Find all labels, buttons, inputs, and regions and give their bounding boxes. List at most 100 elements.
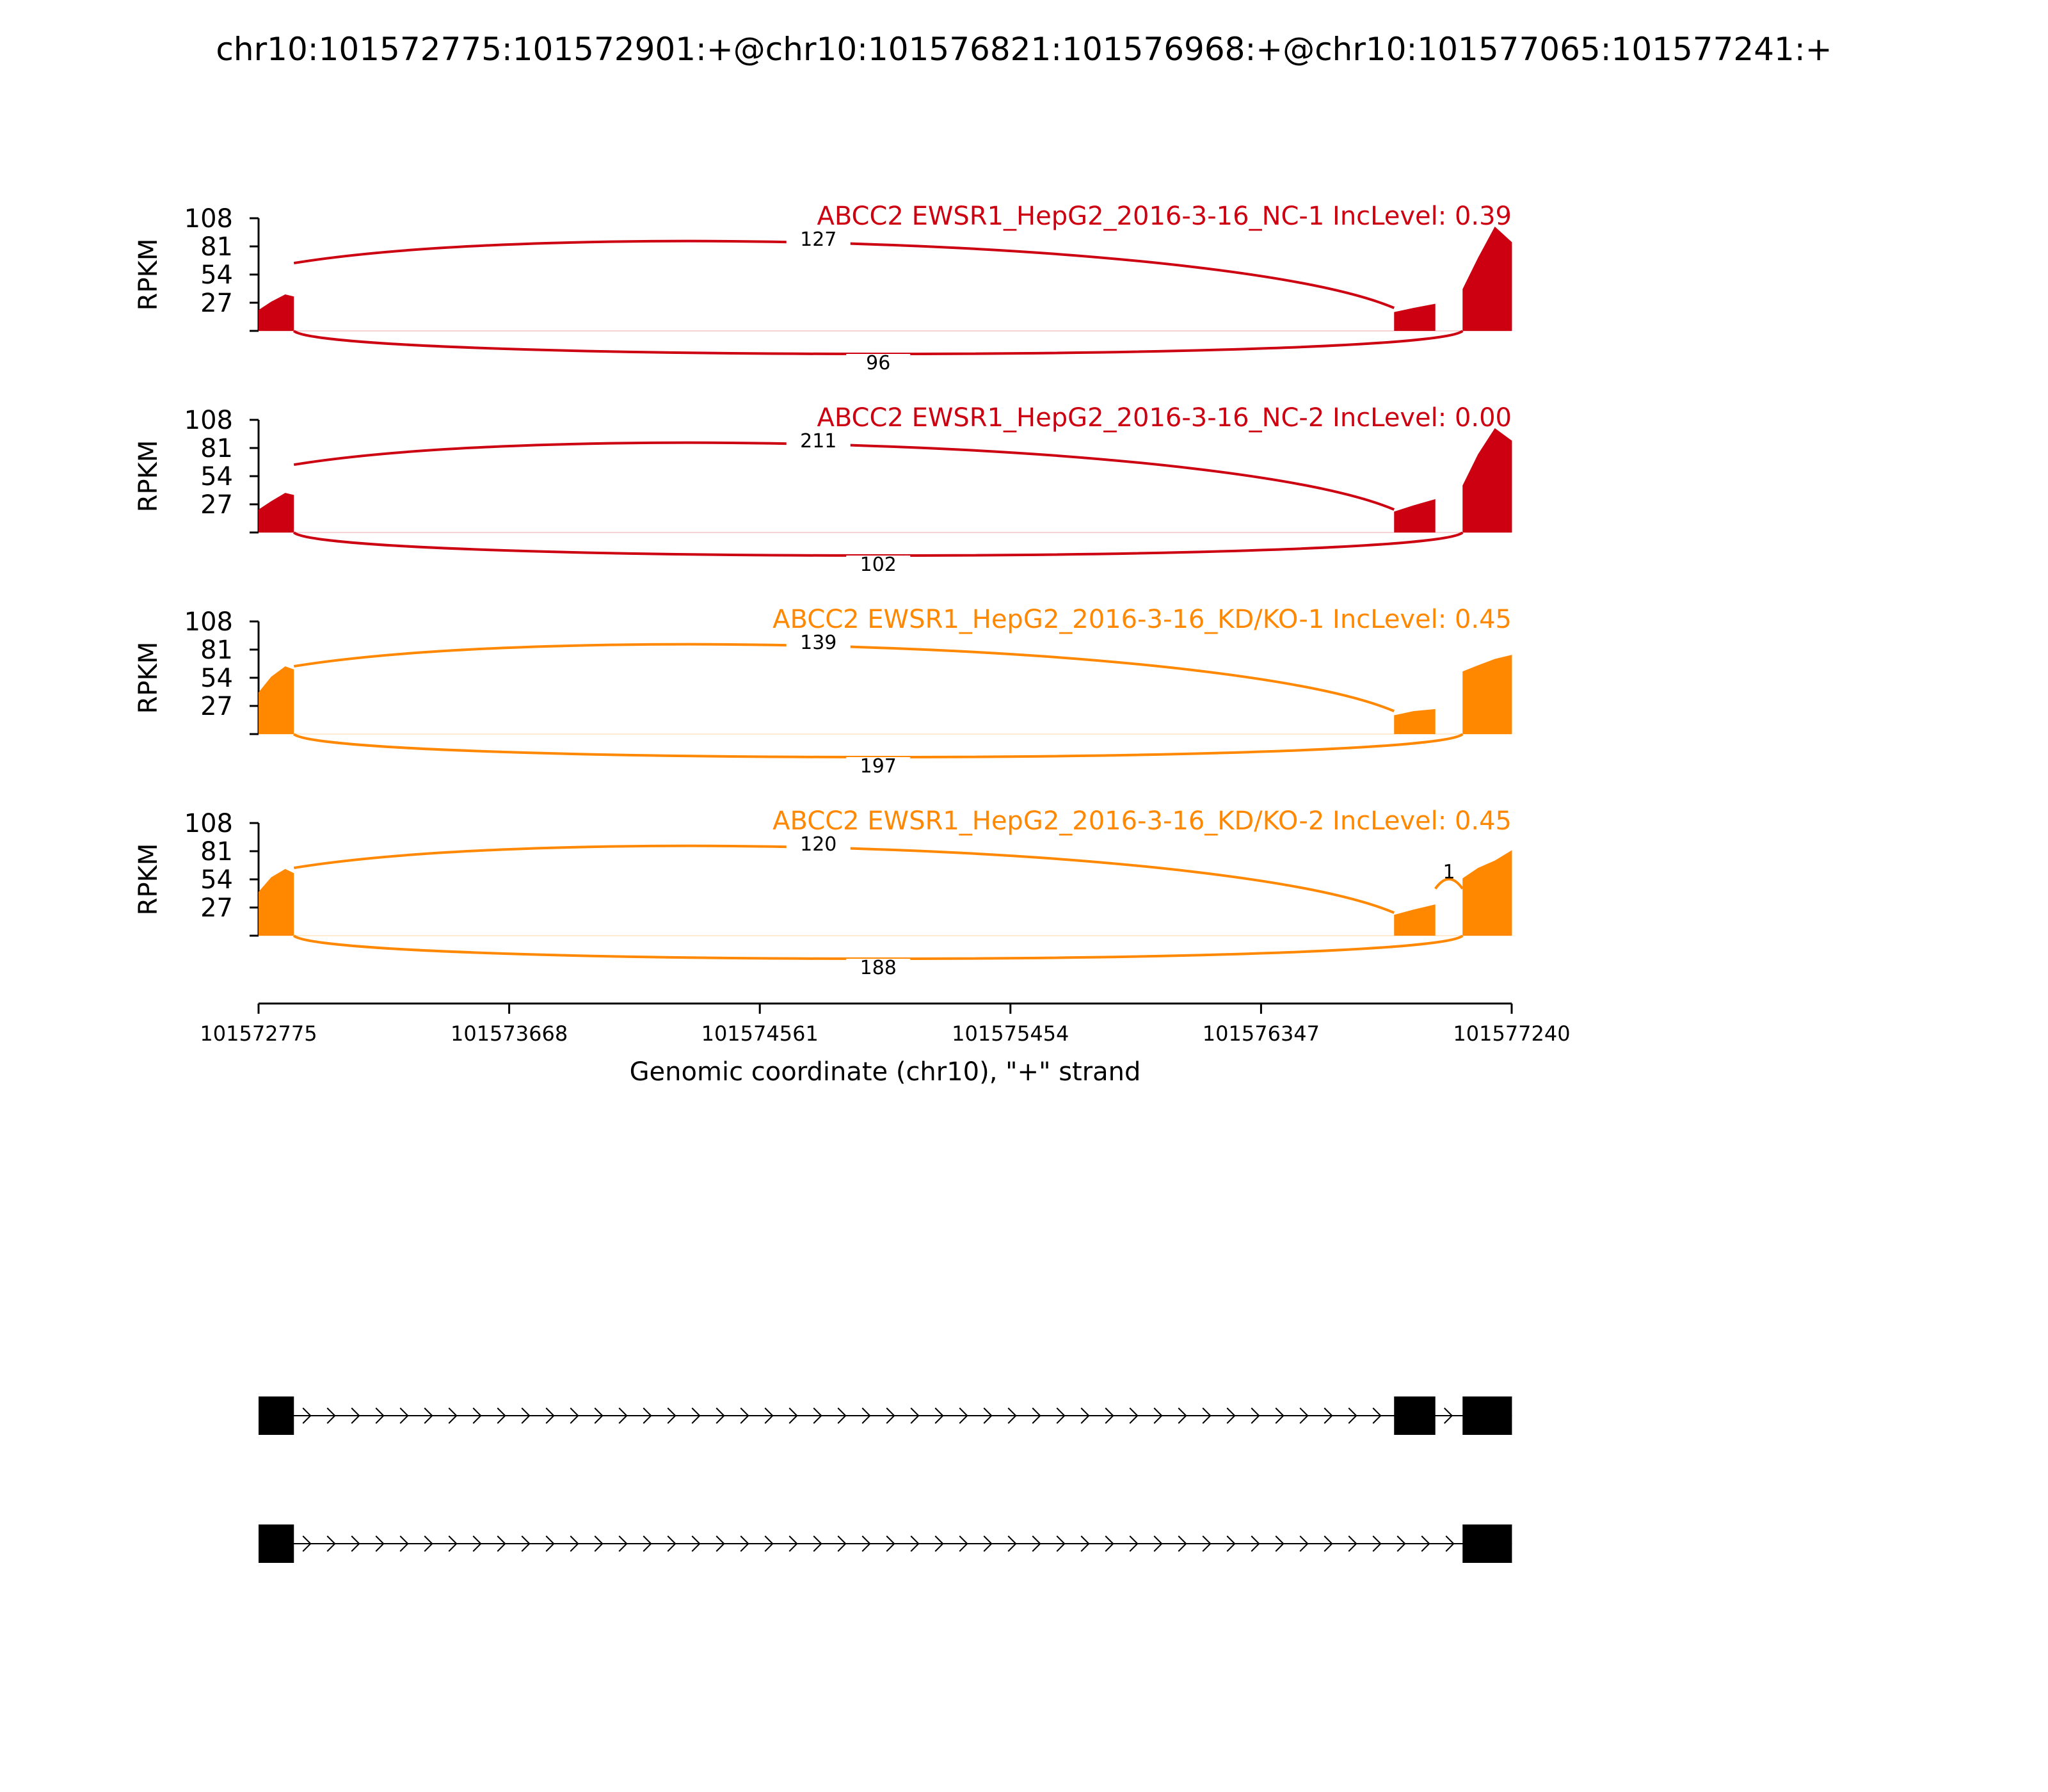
strand-arrow-icon <box>545 1407 555 1424</box>
strand-arrow-icon <box>764 1535 774 1552</box>
strand-arrow-icon <box>570 1407 579 1424</box>
strand-arrow-icon <box>983 1535 993 1552</box>
strand-arrow-icon <box>302 1407 312 1424</box>
strand-arrow-icon <box>837 1407 847 1424</box>
y-tick-label: 108 <box>184 607 233 637</box>
strand-arrow-icon <box>1372 1407 1382 1424</box>
junction-count-label: 197 <box>860 755 897 778</box>
junction-arc <box>293 643 1395 712</box>
y-tick-label: 27 <box>200 289 233 318</box>
strand-arrow-icon <box>886 1407 895 1424</box>
coverage-area <box>1394 499 1436 532</box>
strand-arrow-icon <box>594 1407 604 1424</box>
strand-arrow-icon <box>837 1535 847 1552</box>
junction-label-bg <box>846 959 911 980</box>
strand-arrow-icon <box>861 1407 871 1424</box>
strand-arrow-icon <box>1032 1535 1041 1552</box>
coverage-area <box>259 666 294 734</box>
y-tick-label: 54 <box>200 462 233 492</box>
strand-arrow-icon <box>1202 1535 1212 1552</box>
strand-arrow-icon <box>1105 1407 1114 1424</box>
exon-block <box>1462 1524 1512 1563</box>
coverage-area <box>1462 850 1512 936</box>
panel-3: ABCC2 EWSR1_HepG2_2016-3-16_KD/KO-1 IncL… <box>134 605 1512 779</box>
junction-arc <box>292 733 1464 758</box>
exon-block <box>259 1524 294 1563</box>
y-tick-label: 81 <box>200 434 233 463</box>
strand-arrow-icon <box>764 1407 774 1424</box>
strand-arrow-icon <box>521 1535 531 1552</box>
strand-arrow-icon <box>788 1535 798 1552</box>
junction-label-bg <box>786 431 851 454</box>
exon-block <box>1394 1396 1436 1435</box>
x-tick-label: 101576347 <box>1203 1021 1320 1046</box>
y-tick-label: 108 <box>184 809 233 838</box>
y-tick-label: 27 <box>200 692 233 721</box>
strand-arrow-icon <box>1129 1535 1139 1552</box>
y-axis-title: RPKM <box>134 844 163 916</box>
x-tick-label: 101574561 <box>701 1021 819 1046</box>
strand-arrow-icon <box>1275 1407 1284 1424</box>
strand-arrow-icon <box>1275 1535 1284 1552</box>
panel-1: ABCC2 EWSR1_HepG2_2016-3-16_NC-1 IncLeve… <box>134 202 1512 376</box>
y-tick-label: 108 <box>184 406 233 435</box>
junction-label-bg <box>786 633 851 655</box>
junction-count-label: 188 <box>860 957 897 979</box>
strand-arrow-icon <box>716 1407 725 1424</box>
strand-arrow-icon <box>959 1407 968 1424</box>
exon-block <box>1462 1396 1512 1435</box>
strand-arrow-icon <box>813 1535 822 1552</box>
junction-arc <box>1434 877 1464 890</box>
strand-arrow-icon <box>740 1535 749 1552</box>
strand-arrow-icon <box>1007 1535 1017 1552</box>
strand-arrow-icon <box>1080 1535 1090 1552</box>
strand-arrow-icon <box>1348 1535 1357 1552</box>
strand-arrow-icon <box>497 1407 506 1424</box>
y-axis-title: RPKM <box>134 440 163 513</box>
plot-title: chr10:101572775:101572901:+@chr10:101576… <box>216 31 1832 68</box>
strand-arrow-icon <box>1421 1535 1430 1552</box>
strand-arrow-icon <box>618 1535 628 1552</box>
y-tick-label: 27 <box>200 490 233 520</box>
isoform-track <box>259 1396 1512 1563</box>
junction-arc <box>292 330 1464 355</box>
x-axis-title: Genomic coordinate (chr10), "+" strand <box>630 1057 1141 1087</box>
junction-label-bg <box>846 354 911 376</box>
strand-arrow-icon <box>1178 1535 1187 1552</box>
strand-arrow-icon <box>910 1407 920 1424</box>
strand-arrow-icon <box>1445 1535 1455 1552</box>
y-tick-label: 54 <box>200 865 233 895</box>
strand-arrow-icon <box>959 1535 968 1552</box>
junction-label-bg <box>786 230 851 252</box>
strand-arrow-icon <box>667 1407 676 1424</box>
strand-arrow-icon <box>934 1535 944 1552</box>
strand-arrow-icon <box>1299 1407 1309 1424</box>
x-axis: 101572775 101573668 101574561 101575454 1015… <box>200 1002 1571 1087</box>
junction-arc <box>292 531 1464 557</box>
strand-arrow-icon <box>424 1407 433 1424</box>
strand-arrow-icon <box>716 1535 725 1552</box>
strand-arrow-icon <box>691 1535 701 1552</box>
panel-label: ABCC2 EWSR1_HepG2_2016-3-16_NC-2 IncLeve… <box>817 403 1512 433</box>
strand-arrow-icon <box>618 1407 628 1424</box>
junction-count-label: 127 <box>800 228 836 251</box>
strand-arrow-icon <box>351 1535 360 1552</box>
strand-arrow-icon <box>424 1535 433 1552</box>
y-tick-label: 108 <box>184 204 233 234</box>
x-tick-label: 101577240 <box>1453 1021 1570 1046</box>
panel-label: ABCC2 EWSR1_HepG2_2016-3-16_KD/KO-2 IncL… <box>772 806 1512 836</box>
coverage-area <box>1462 655 1512 734</box>
strand-arrow-icon <box>448 1407 458 1424</box>
strand-arrow-icon <box>1178 1407 1187 1424</box>
strand-arrow-icon <box>1226 1535 1236 1552</box>
strand-arrow-icon <box>399 1407 409 1424</box>
strand-arrow-icon <box>691 1407 701 1424</box>
strand-arrow-icon <box>643 1407 652 1424</box>
x-tick-label: 101573668 <box>451 1021 568 1046</box>
strand-arrow-icon <box>326 1407 336 1424</box>
strand-arrow-icon <box>545 1535 555 1552</box>
panel-4: ABCC2 EWSR1_HepG2_2016-3-16_KD/KO-2 IncL… <box>134 806 1512 980</box>
coverage-area <box>1462 227 1512 331</box>
panel-label: ABCC2 EWSR1_HepG2_2016-3-16_NC-1 IncLeve… <box>817 202 1512 231</box>
